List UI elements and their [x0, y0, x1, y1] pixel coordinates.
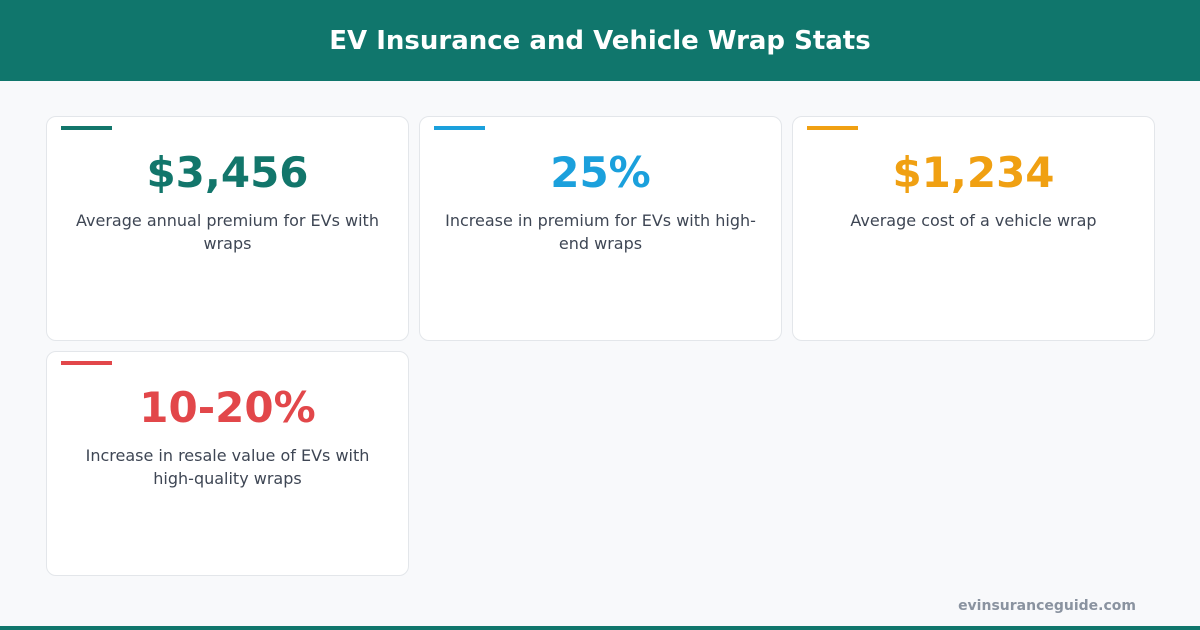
bottom-bar — [0, 626, 1200, 630]
accent-bar — [61, 361, 112, 365]
stat-label: Increase in premium for EVs with high-en… — [445, 211, 756, 253]
stat-label: Increase in resale value of EVs with hig… — [85, 446, 370, 488]
stat-value: 25% — [550, 148, 651, 197]
stat-card: $3,456 Average annual premium for EVs wit… — [46, 116, 409, 341]
accent-bar — [434, 126, 485, 130]
stat-label: Average annual premium for EVs with wrap… — [76, 211, 379, 253]
accent-bar — [807, 126, 858, 130]
card-grid: $3,456 Average annual premium for EVs wit… — [46, 116, 1155, 576]
accent-bar — [61, 126, 112, 130]
header-title: EV Insurance and Vehicle Wrap Stats — [0, 0, 1200, 81]
footer-site: evinsuranceguide.com — [958, 598, 1136, 614]
stat-card: 25% Increase in premium for EVs with high… — [419, 116, 782, 341]
stat-value: $3,456 — [146, 148, 309, 197]
stat-value: 10-20% — [139, 383, 316, 432]
stat-label: Average cost of a vehicle wrap — [850, 211, 1097, 230]
stat-card: $1,234 Average cost of a vehicle wrap — [792, 116, 1155, 341]
stat-card: 10-20% Increase in resale value of EVs wi… — [46, 351, 409, 576]
stat-value: $1,234 — [892, 148, 1055, 197]
